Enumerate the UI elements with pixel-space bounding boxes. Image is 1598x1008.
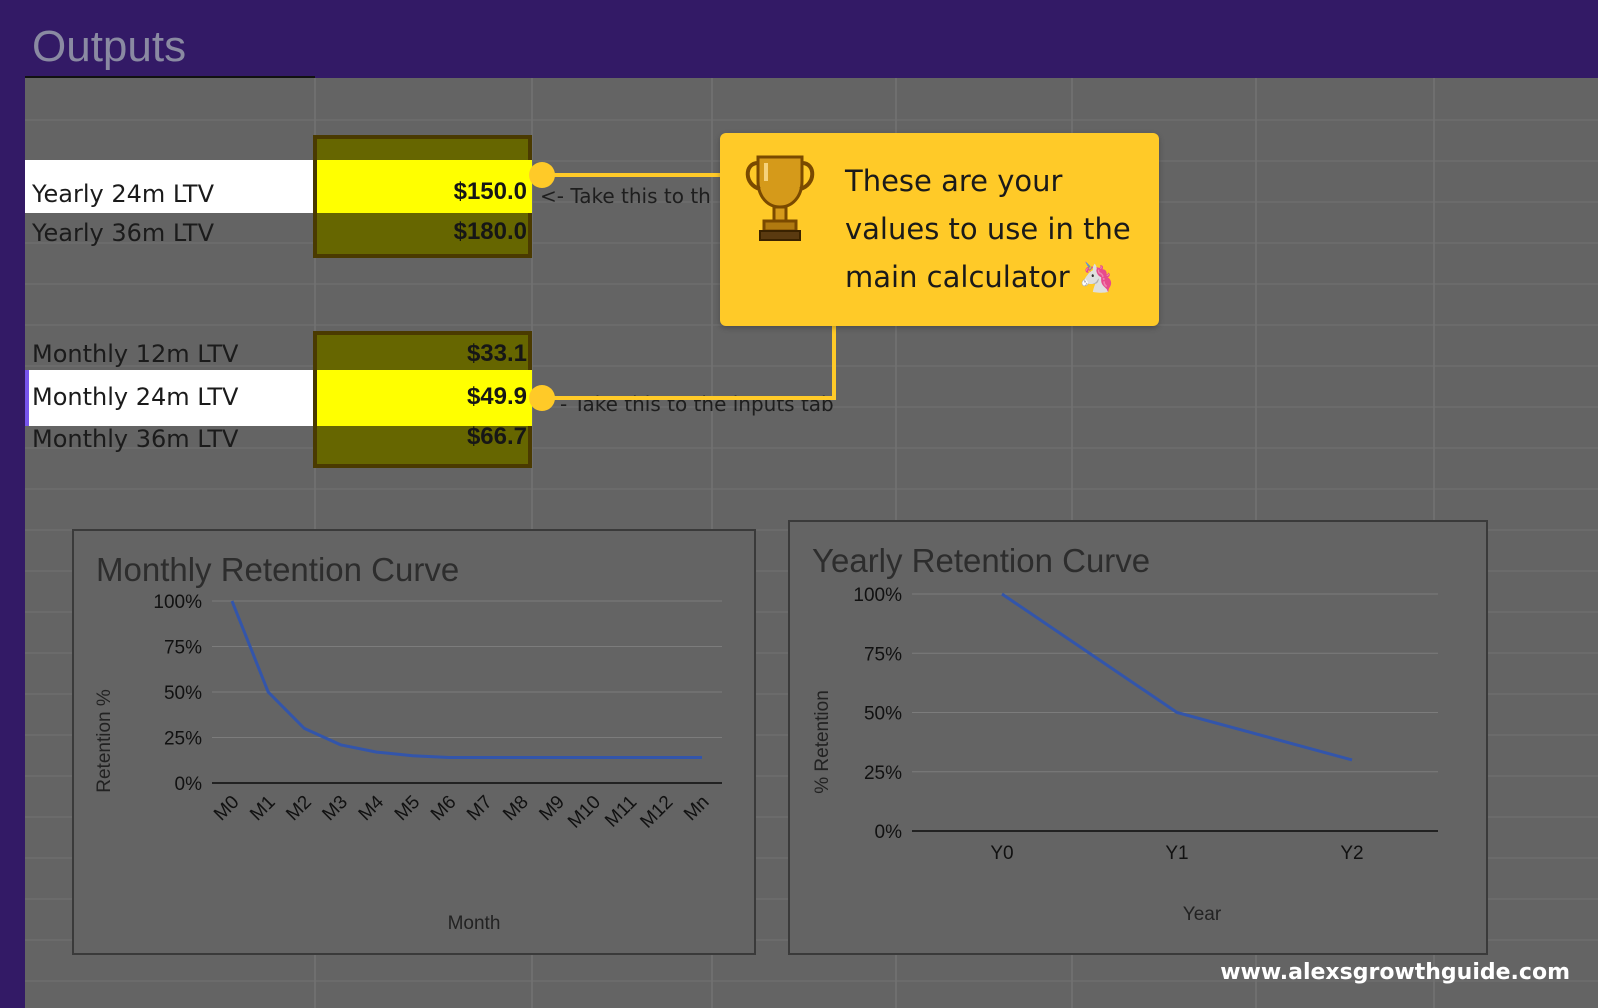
trophy-icon — [745, 155, 815, 241]
y-tick-label: 75% — [164, 638, 202, 659]
connector-dot-monthly — [529, 385, 555, 411]
x-tick-label: M5 — [391, 792, 425, 826]
monthly-chart-svg: Monthly Retention Curve 0%25%50%75%100% … — [94, 551, 722, 934]
monthly-series-line — [230, 600, 702, 759]
x-tick-label: M1 — [246, 792, 280, 826]
yearly-chart-svg: Yearly Retention Curve 0% 25% 50% 75% 100% Y… — [812, 542, 1438, 925]
x-tick-label: Y2 — [1340, 843, 1363, 864]
connector-dot-yearly — [529, 162, 555, 188]
x-tick-label: M9 — [535, 792, 569, 826]
x-tick-label: M7 — [463, 792, 497, 826]
x-tick-label: Y0 — [990, 843, 1013, 864]
footer-url[interactable]: www.alexsgrowthguide.com — [1220, 960, 1570, 985]
yearly-24m-value-highlight — [317, 160, 532, 213]
yearly-chart-xlabel: Year — [1183, 904, 1222, 925]
monthly-24m-label: Monthly 24m LTV — [32, 383, 239, 411]
yearly-chart-ylabel: % Retention — [812, 690, 833, 794]
callout-line-3: main calculator 🦄 — [845, 260, 1115, 294]
callout-text: These are your values to use in the main… — [845, 157, 1145, 301]
x-tick-label: M4 — [355, 791, 389, 825]
y-tick-label: 100% — [153, 592, 202, 613]
header-underline — [25, 76, 315, 78]
x-tick-label: Mn — [680, 792, 714, 826]
yearly-chart-x-ticks: Y0 Y1 Y2 — [990, 843, 1363, 864]
y-tick-label: 50% — [864, 704, 902, 725]
monthly-chart-y-ticks: 0% 25% 50% 75% 100% — [153, 592, 202, 795]
monthly-retention-chart[interactable]: Monthly Retention Curve 0% 25% 50% 75% 100% … — [72, 529, 756, 955]
x-tick-label: M2 — [282, 792, 316, 826]
monthly-chart-ylabel: Retention % — [94, 689, 115, 793]
yearly-36m-value[interactable]: $180.0 — [453, 218, 527, 245]
page-title: Outputs — [32, 22, 187, 71]
x-tick-label: M0 — [210, 792, 244, 826]
x-tick-label: M8 — [499, 792, 533, 826]
header-band — [25, 0, 1598, 78]
x-tick-label: M12 — [636, 792, 677, 833]
y-tick-label: 50% — [164, 683, 202, 704]
yearly-24m-label: Yearly 24m LTV — [32, 180, 215, 208]
x-tick-label: M3 — [318, 792, 352, 826]
x-tick-label: M6 — [427, 792, 461, 826]
callout-box: These are your values to use in the main… — [720, 133, 1159, 326]
monthly-24m-value[interactable]: $49.9 — [466, 383, 527, 410]
yearly-take-note: <- Take this to th — [540, 184, 711, 208]
yearly-36m-label: Yearly 36m LTV — [32, 219, 215, 247]
x-tick-label: M10 — [564, 792, 605, 833]
monthly-12m-value[interactable]: $33.1 — [466, 340, 527, 367]
yearly-series-line — [1001, 592, 1353, 762]
connector-monthly — [542, 324, 836, 400]
x-tick-label: Y1 — [1165, 843, 1188, 864]
monthly-12m-label: Monthly 12m LTV — [32, 340, 239, 368]
callout-line-2: values to use in the — [845, 212, 1131, 246]
monthly-24m-value-highlight — [317, 370, 532, 426]
monthly-24m-row-highlight — [25, 370, 313, 426]
y-tick-label: 100% — [853, 585, 902, 606]
y-tick-label: 75% — [864, 644, 902, 665]
y-tick-label: 25% — [164, 729, 202, 750]
yearly-chart-title: Yearly Retention Curve — [812, 542, 1150, 579]
yearly-24m-value[interactable]: $150.0 — [453, 178, 527, 205]
callout-line-1: These are your — [845, 164, 1063, 198]
y-tick-label: 0% — [875, 822, 903, 843]
monthly-36m-value[interactable]: $66.7 — [466, 423, 527, 450]
yearly-chart-y-ticks: 0% 25% 50% 75% 100% — [853, 585, 902, 843]
yearly-retention-chart[interactable]: Yearly Retention Curve 0% 25% 50% 75% 100% Y… — [788, 520, 1488, 955]
monthly-chart-gridlines — [212, 600, 722, 784]
yearly-24m-row-highlight — [25, 160, 313, 213]
y-tick-label: 25% — [864, 763, 902, 784]
y-tick-label: 0% — [175, 774, 203, 795]
left-sidebar-strip — [0, 0, 25, 1008]
monthly-chart-xlabel: Month — [448, 913, 501, 934]
x-tick-label: M11 — [601, 792, 641, 832]
monthly-36m-label: Monthly 36m LTV — [32, 425, 239, 453]
monthly-chart-title: Monthly Retention Curve — [96, 551, 459, 588]
